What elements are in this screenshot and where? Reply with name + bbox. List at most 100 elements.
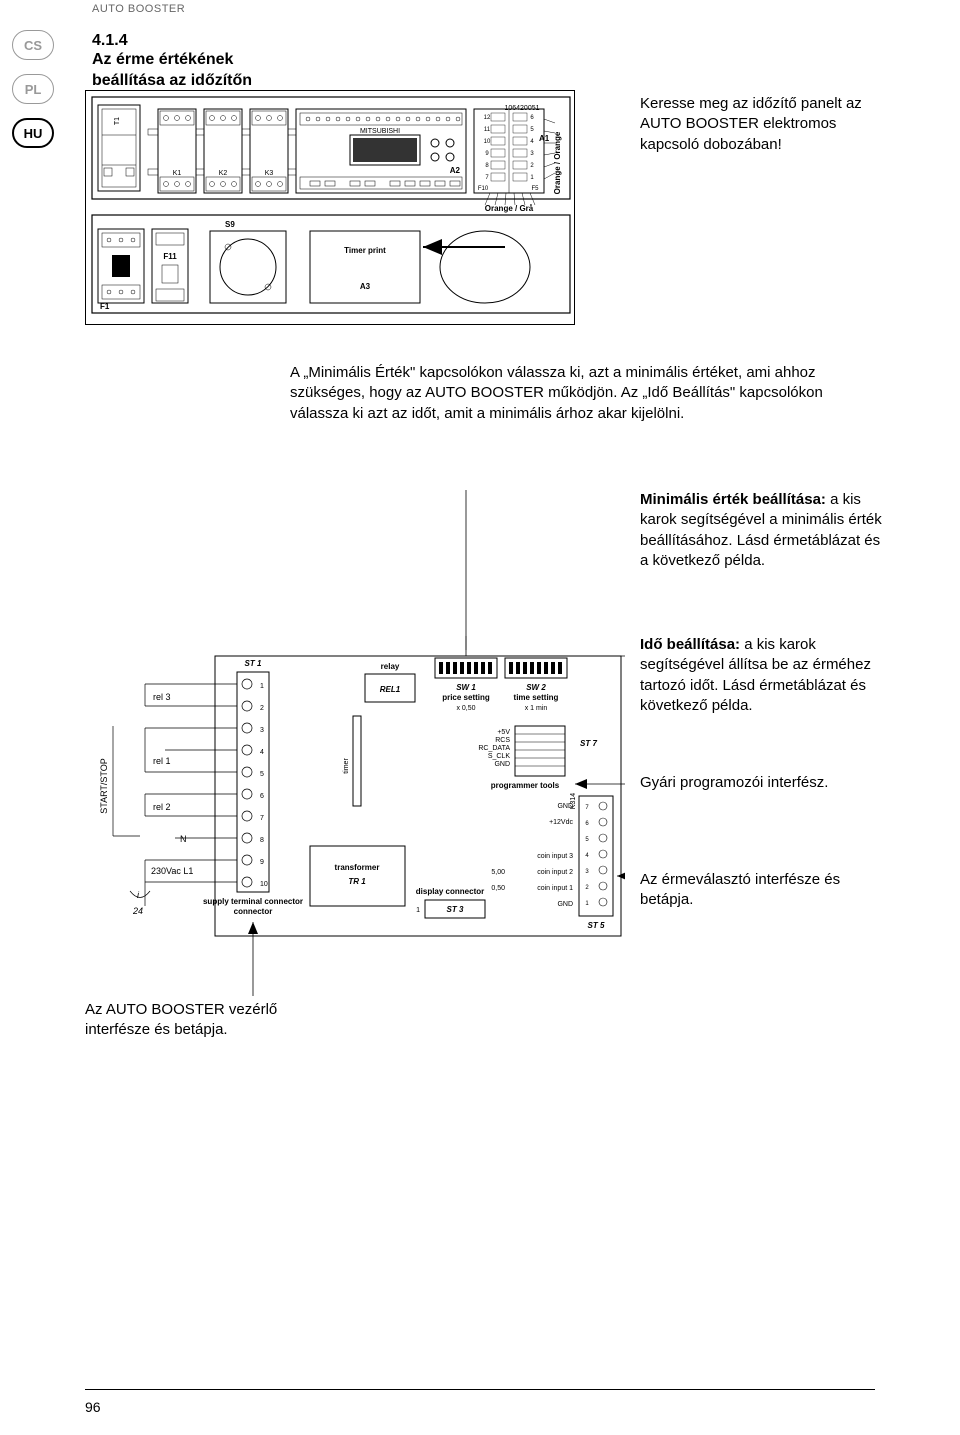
svg-text:ST 3: ST 3 (447, 905, 464, 914)
svg-text:24: 24 (132, 906, 143, 916)
lang-hu: HU (12, 118, 54, 148)
svg-text:price setting: price setting (442, 693, 490, 702)
section-number: 4.1.4 (92, 32, 128, 50)
leader-line-min (85, 490, 625, 650)
svg-text:ST 5: ST 5 (588, 921, 605, 930)
svg-text:K2: K2 (219, 170, 228, 177)
svg-text:T1: T1 (114, 117, 121, 125)
svg-text:rel 3: rel 3 (153, 692, 171, 702)
svg-text:GND: GND (557, 803, 573, 810)
svg-text:+12Vdc: +12Vdc (549, 819, 573, 826)
svg-text:F10: F10 (478, 186, 489, 192)
para-min-setting: Minimális érték beállítása: a kis karok … (640, 490, 885, 571)
footer-separator (85, 1389, 875, 1390)
para-switch-description: A „Minimális Érték" kapcsolókon válassza… (290, 363, 860, 424)
svg-text:REL1: REL1 (380, 685, 401, 694)
svg-text:Timer print: Timer print (344, 246, 386, 255)
svg-text:rel 1: rel 1 (153, 756, 171, 766)
svg-text:K3: K3 (265, 170, 274, 177)
svg-text:A2: A2 (450, 166, 461, 175)
svg-text:coin input 1: coin input 1 (537, 885, 573, 892)
para-programmer: Gyári programozói interfész. (640, 773, 885, 793)
diagram-timer-panel: T1 K1 K2 K3 (85, 90, 575, 325)
svg-text:2: 2 (260, 705, 264, 712)
svg-text:4: 4 (260, 749, 264, 756)
svg-text:A3: A3 (360, 282, 371, 291)
svg-text:SW 1: SW 1 (456, 683, 476, 692)
svg-text:display connector: display connector (416, 887, 484, 896)
svg-text:S9: S9 (225, 220, 235, 229)
svg-text:5,00: 5,00 (491, 869, 505, 876)
svg-text:ST 1: ST 1 (245, 659, 262, 668)
svg-text:START/STOP: START/STOP (99, 758, 109, 814)
svg-text:11: 11 (484, 127, 491, 133)
svg-text:coin input 3: coin input 3 (537, 853, 573, 860)
svg-text:time setting: time setting (514, 693, 559, 702)
svg-text:x 0,50: x 0,50 (456, 705, 475, 712)
svg-text:12: 12 (484, 115, 491, 121)
svg-text:A1: A1 (539, 134, 550, 143)
svg-text:1: 1 (585, 901, 589, 907)
section-title: 4.1.4 Az érme értékének beállítása az id… (92, 32, 342, 92)
svg-text:GND: GND (494, 761, 510, 768)
svg-text:RC_DATA: RC_DATA (478, 745, 510, 752)
para-find-panel: Keresse meg az időzítő panelt az AUTO BO… (640, 94, 880, 155)
page-number: 96 (85, 1399, 101, 1415)
page-header: AUTO BOOSTER (92, 3, 185, 15)
section-text: Az érme értékének beállítása az időzítőn (92, 50, 292, 92)
svg-text:F11: F11 (163, 252, 177, 261)
svg-text:transformer: transformer (335, 863, 380, 872)
para-coin: Az érmeválasztó interfésze és betápja. (640, 870, 885, 911)
diagram-pcb: ST 1 1 2 3 4 5 6 7 8 9 10 supply termina… (85, 636, 625, 946)
svg-text:connector: connector (234, 907, 273, 916)
svg-text:rel 2: rel 2 (153, 802, 171, 812)
svg-text:9: 9 (260, 859, 264, 866)
lang-pl: PL (12, 74, 54, 104)
svg-text:Orange / Orange: Orange / Orange (553, 131, 562, 194)
svg-text:S_CLK: S_CLK (488, 753, 511, 760)
svg-text:Orange / Grå: Orange / Grå (485, 204, 534, 213)
svg-text:1: 1 (416, 907, 420, 914)
svg-text:230Vac L1: 230Vac L1 (151, 866, 193, 876)
svg-text:F5: F5 (531, 186, 539, 192)
svg-text:ST 7: ST 7 (580, 739, 597, 748)
svg-text:1: 1 (260, 683, 264, 690)
svg-text:SW 2: SW 2 (526, 683, 546, 692)
svg-text:6: 6 (585, 821, 589, 827)
svg-text:coin input 2: coin input 2 (537, 869, 573, 876)
svg-text:K1: K1 (173, 170, 182, 177)
label-time-bold: Idő beállítása: (640, 636, 740, 653)
svg-text:106420051: 106420051 (504, 105, 539, 112)
language-selector: CS PL HU (12, 30, 54, 148)
svg-text:MITSUBISHI: MITSUBISHI (360, 128, 400, 135)
svg-text:6: 6 (260, 793, 264, 800)
para-controller: Az AUTO BOOSTER vezérlő interfésze és be… (85, 1000, 345, 1041)
svg-text:i: i (137, 890, 140, 900)
lang-cs: CS (12, 30, 54, 60)
svg-text:TR 1: TR 1 (348, 877, 366, 886)
svg-text:N: N (180, 834, 187, 844)
svg-text:GND: GND (557, 901, 573, 908)
svg-text:+5V: +5V (497, 729, 510, 736)
svg-text:10: 10 (260, 881, 268, 888)
svg-text:4: 4 (585, 853, 589, 859)
svg-text:RCS: RCS (495, 737, 510, 744)
svg-text:F1: F1 (100, 302, 110, 311)
svg-text:2: 2 (585, 885, 589, 891)
para-time-setting: Idő beállítása: a kis karok segítségével… (640, 635, 885, 716)
svg-text:10: 10 (484, 139, 491, 145)
svg-text:7: 7 (585, 805, 589, 811)
svg-text:x 1 min: x 1 min (525, 705, 548, 712)
svg-text:5: 5 (260, 771, 264, 778)
svg-text:relay: relay (381, 662, 400, 671)
label-min-bold: Minimális érték beállítása: (640, 491, 826, 508)
svg-text:8: 8 (260, 837, 264, 844)
svg-text:programmer tools: programmer tools (491, 781, 560, 790)
svg-text:supply terminal connector: supply terminal connector (203, 897, 303, 906)
svg-text:3: 3 (260, 727, 264, 734)
svg-text:3: 3 (585, 869, 589, 875)
svg-text:timer: timer (343, 758, 350, 774)
svg-text:5: 5 (585, 837, 589, 843)
svg-text:7: 7 (260, 815, 264, 822)
svg-text:0,50: 0,50 (491, 885, 505, 892)
